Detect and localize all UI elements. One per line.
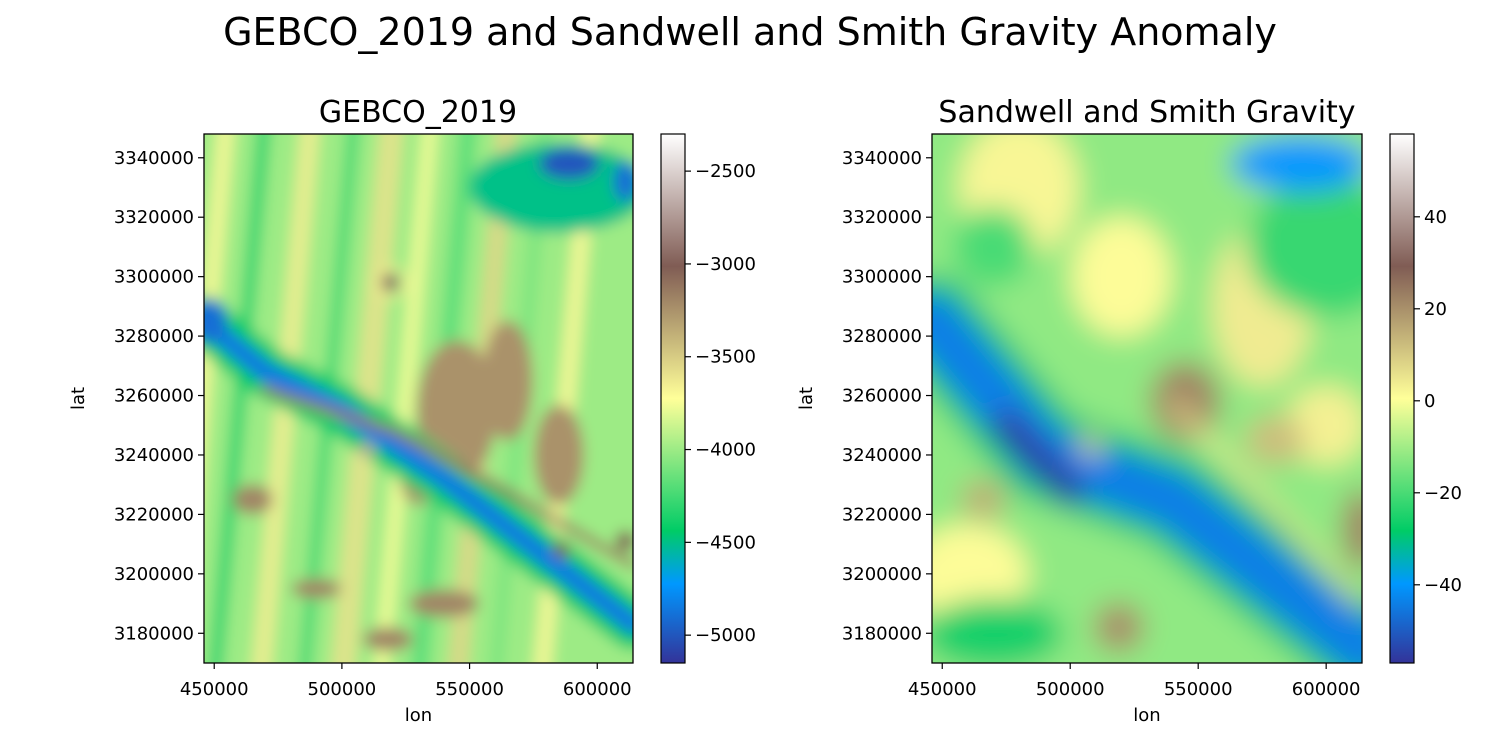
colorbar-tick-label: −3000 (695, 254, 756, 275)
x-tick-label: 550000 (435, 679, 504, 700)
y-axis-label: lat (796, 387, 817, 410)
y-tick-label: 3200000 (114, 564, 194, 585)
panel-title: Sandwell and Smith Gravity (938, 95, 1355, 130)
y-tick-label: 3260000 (842, 386, 922, 407)
y-tick-label: 3200000 (842, 564, 922, 585)
y-tick-label: 3320000 (842, 207, 922, 228)
colorbar-tick-label: 0 (1424, 391, 1435, 412)
y-tick-label: 3240000 (842, 445, 922, 466)
y-tick-label: 3220000 (842, 504, 922, 525)
panel-title: GEBCO_2019 (319, 95, 517, 130)
colorbar-tick-label: −2500 (695, 161, 756, 182)
x-tick-label: 450000 (908, 679, 977, 700)
y-tick-label: 3280000 (842, 326, 922, 347)
colorbar-tick-label: −3500 (695, 347, 756, 368)
colorbar-tick-label: −5000 (695, 625, 756, 646)
colorbar-tick-label: −4000 (695, 440, 756, 461)
x-tick-label: 600000 (1292, 679, 1361, 700)
heatmap-field (204, 134, 633, 663)
heatmap-field (932, 134, 1362, 663)
y-tick-label: 3340000 (114, 148, 194, 169)
y-tick-label: 3180000 (114, 623, 194, 644)
colorbar-tick-label: −20 (1424, 483, 1462, 504)
y-tick-label: 3180000 (842, 623, 922, 644)
panel-gebco: 450000 500000 550000 600000 3180000 3200000 32… (68, 95, 756, 726)
y-tick-label: 3300000 (842, 267, 922, 288)
colorbar-tick-label: −4500 (695, 532, 756, 553)
y-tick-label: 3300000 (114, 267, 194, 288)
y-tick-label: 3320000 (114, 207, 194, 228)
x-tick-label: 450000 (180, 679, 249, 700)
x-tick-label: 500000 (308, 679, 377, 700)
y-tick-label: 3240000 (114, 445, 194, 466)
x-axis-label: lon (405, 705, 432, 726)
y-tick-label: 3260000 (114, 386, 194, 407)
y-tick-label: 3340000 (842, 148, 922, 169)
x-tick-label: 550000 (1164, 679, 1233, 700)
x-tick-label: 500000 (1036, 679, 1105, 700)
x-axis-label: lon (1133, 705, 1160, 726)
figure-title: GEBCO_2019 and Sandwell and Smith Gravit… (223, 10, 1277, 54)
y-axis-label: lat (68, 387, 89, 410)
axes-frame (931, 133, 1363, 664)
colorbar (660, 133, 686, 664)
panel-gravity: 450000 500000 550000 600000 3180000 3200000 32… (796, 95, 1462, 726)
colorbar-tick-label: 40 (1424, 207, 1447, 228)
y-tick-label: 3280000 (114, 326, 194, 347)
y-tick-label: 3220000 (114, 504, 194, 525)
colorbar-tick-label: −40 (1424, 575, 1462, 596)
colorbar (1389, 133, 1415, 664)
axes-frame (203, 133, 634, 664)
x-tick-label: 600000 (563, 679, 632, 700)
colorbar-tick-label: 20 (1424, 299, 1447, 320)
